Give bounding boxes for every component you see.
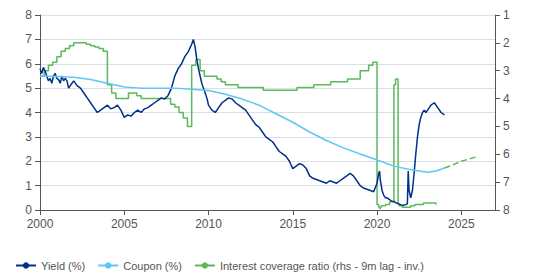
svg-text:1: 1 xyxy=(25,179,32,193)
svg-text:5: 5 xyxy=(503,119,510,133)
svg-text:Coupon (%): Coupon (%) xyxy=(123,260,182,272)
svg-text:5: 5 xyxy=(25,81,32,95)
svg-text:4: 4 xyxy=(503,92,510,106)
svg-text:6: 6 xyxy=(503,147,510,161)
svg-text:7: 7 xyxy=(503,175,510,189)
svg-text:0: 0 xyxy=(25,203,32,217)
svg-text:Interest coverage ratio (rhs -: Interest coverage ratio (rhs - 9m lag - … xyxy=(220,260,424,272)
svg-text:4: 4 xyxy=(25,106,32,120)
svg-text:6: 6 xyxy=(25,57,32,71)
svg-text:2005: 2005 xyxy=(111,217,138,231)
svg-text:2015: 2015 xyxy=(279,217,306,231)
svg-text:2010: 2010 xyxy=(195,217,222,231)
svg-text:8: 8 xyxy=(503,203,510,217)
svg-text:Yield (%): Yield (%) xyxy=(41,260,85,272)
svg-text:2025: 2025 xyxy=(448,217,475,231)
svg-text:7: 7 xyxy=(25,32,32,46)
svg-text:2020: 2020 xyxy=(364,217,391,231)
svg-text:3: 3 xyxy=(503,64,510,78)
svg-text:8: 8 xyxy=(25,8,32,22)
svg-text:1: 1 xyxy=(503,8,510,22)
svg-text:3: 3 xyxy=(25,130,32,144)
svg-text:2000: 2000 xyxy=(27,217,54,231)
svg-text:2: 2 xyxy=(503,36,510,50)
svg-text:2: 2 xyxy=(25,154,32,168)
